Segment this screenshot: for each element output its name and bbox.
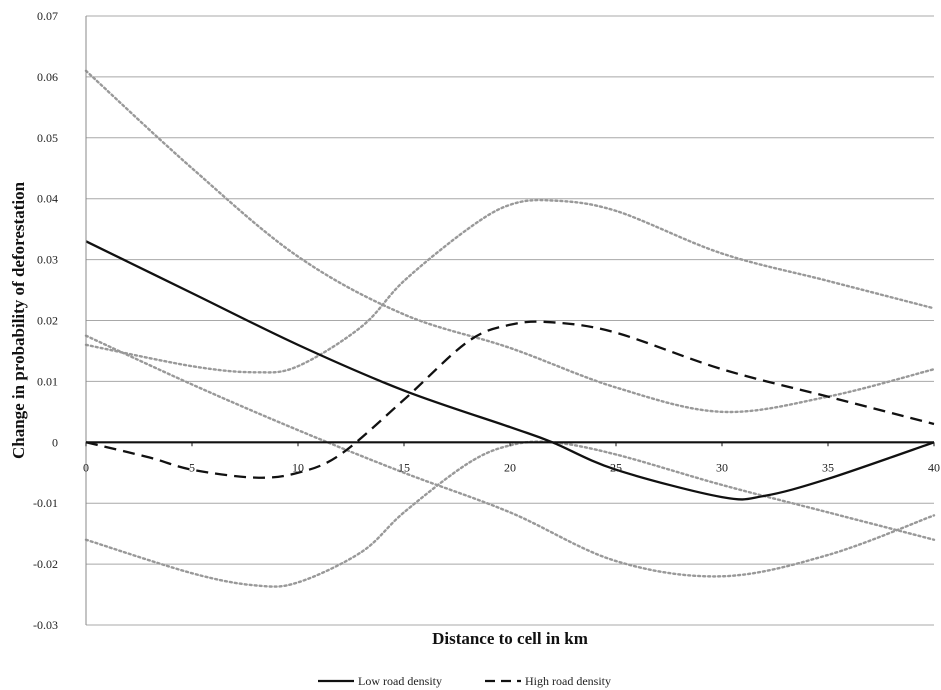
x-axis-title: Distance to cell in km [432, 629, 588, 648]
x-tick-label: 15 [398, 460, 410, 474]
x-tick-label: 25 [610, 460, 622, 474]
x-tick-label: 20 [504, 460, 516, 474]
y-tick-label: 0.07 [37, 9, 58, 23]
series-layer [84, 69, 936, 588]
y-tick-label: 0.05 [37, 131, 58, 145]
x-tick-label: 10 [292, 460, 304, 474]
confidence-bound-line-3 [84, 198, 936, 374]
y-tick-label: 0.03 [37, 253, 58, 267]
legend-label: High road density [525, 674, 611, 688]
x-tick-label: 30 [716, 460, 728, 474]
y-tick-label: 0.01 [37, 374, 58, 388]
confidence-bound-line-4 [84, 334, 936, 578]
y-tick-label: 0.02 [37, 314, 58, 328]
x-tick-label: 5 [189, 460, 195, 474]
series-line-solid [85, 240, 935, 501]
x-tick-label: 40 [928, 460, 940, 474]
legend-label: Low road density [358, 674, 442, 688]
y-axis-title: Change in probability of deforestation [9, 181, 28, 459]
x-tick-label: 0 [83, 460, 89, 474]
y-tick-label: -0.02 [33, 557, 58, 571]
confidence-bound-line-5 [84, 440, 936, 588]
legend: Low road density High road density [318, 674, 611, 688]
y-tick-label: -0.01 [33, 496, 58, 510]
y-tick-label: 0.06 [37, 70, 58, 84]
series-line-dashed [85, 320, 935, 479]
y-tick-label: 0 [52, 435, 58, 449]
y-tick-label: -0.03 [33, 618, 58, 632]
y-tick-label: 0.04 [37, 192, 58, 206]
confidence-bound-line-2 [84, 69, 936, 414]
tick-labels: -0.03 -0.02 -0.01 0 0.01 0.02 0.03 0.04 0.05 0.06… [33, 9, 940, 632]
x-tick-label: 35 [822, 460, 834, 474]
gridlines [86, 15, 934, 626]
